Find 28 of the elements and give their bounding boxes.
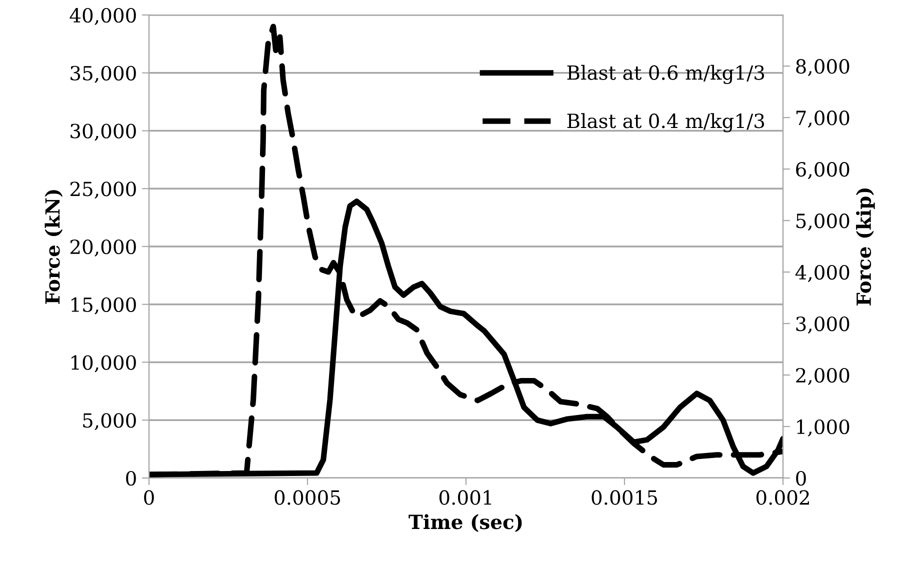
y-axis-title: Force (kN) xyxy=(44,190,63,304)
y2-tick-label: 5,000 xyxy=(796,214,850,231)
y2-tick-label: 4,000 xyxy=(795,264,850,282)
y2-tick-label: 1,000 xyxy=(797,419,850,437)
y-tick-label: 10,000 xyxy=(72,355,136,372)
y-tick-label: 5,000 xyxy=(83,413,136,430)
y2-tick-label: 7,000 xyxy=(796,110,850,128)
y2-tick-label: 6,000 xyxy=(796,162,850,180)
y-tick-label: 30,000 xyxy=(70,124,136,141)
y-tick-label: 20,000 xyxy=(70,239,136,257)
y-tick-label: 35,000 xyxy=(70,66,136,83)
legend-label: Blast at 0.6 m/kg1/3 xyxy=(567,64,764,84)
y2-axis-title: Force (kip) xyxy=(856,188,875,306)
y-tick-label: 15,000 xyxy=(72,297,136,314)
x-tick-label: 0.002 xyxy=(756,490,809,505)
y2-tick-label: 3,000 xyxy=(796,316,850,334)
y-tick-label: 25,000 xyxy=(70,182,136,199)
x-axis-title: Time (sec) xyxy=(408,514,522,532)
x-tick-label: 0 xyxy=(144,490,154,505)
y2-tick-label: 0 xyxy=(796,470,806,486)
x-tick-label: 0.0005 xyxy=(274,490,340,505)
x-tick-label: 0.0015 xyxy=(592,490,658,505)
x-tick-label: 0.001 xyxy=(439,490,492,505)
legend-label: Blast at 0.4 m/kg1/3 xyxy=(567,113,764,132)
y-tick-label: 0 xyxy=(126,470,136,486)
y2-tick-label: 8,000 xyxy=(796,59,850,76)
y-tick-label: 40,000 xyxy=(70,8,136,26)
y2-tick-label: 2,000 xyxy=(796,368,850,386)
